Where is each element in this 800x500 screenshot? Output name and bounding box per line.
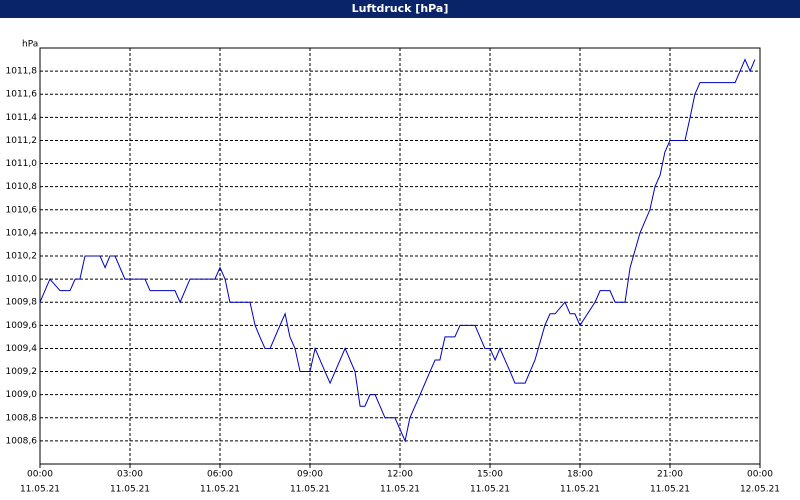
x-tick-date: 11.05.21 (290, 485, 330, 495)
x-tick-label: 15:00 (477, 470, 503, 480)
x-tick-date: 11.05.21 (110, 485, 150, 495)
y-tick-label: 1009,4 (6, 344, 38, 354)
y-tick-label: 1011,2 (6, 136, 38, 146)
x-tick-date: 12.05.21 (740, 485, 780, 495)
x-tick-label: 03:00 (117, 470, 143, 480)
x-tick-date: 11.05.21 (650, 485, 690, 495)
y-axis-label: hPa (22, 40, 38, 50)
y-tick-label: 1010,0 (6, 275, 38, 285)
x-tick-date: 11.05.21 (380, 485, 420, 495)
x-tick-label: 21:00 (657, 470, 683, 480)
x-tick-date: 11.05.21 (200, 485, 240, 495)
x-tick-label: 00:00 (27, 470, 53, 480)
y-tick-label: 1009,6 (6, 321, 38, 331)
x-tick-date: 11.05.21 (470, 485, 510, 495)
y-tick-label: 1009,2 (6, 367, 38, 377)
x-tick-label: 09:00 (297, 470, 323, 480)
y-tick-label: 1011,0 (6, 159, 38, 169)
y-tick-label: 1009,0 (6, 390, 38, 400)
y-tick-label: 1011,8 (6, 67, 38, 77)
y-tick-label: 1008,6 (6, 436, 38, 446)
x-tick-label: 12:00 (387, 470, 413, 480)
x-tick-date: 11.05.21 (560, 485, 600, 495)
chart: hPa 1008,6 1008,8 1009,0 1009,2 1009,4 1009,6… (6, 40, 781, 495)
y-tick-label: 1009,8 (6, 298, 38, 308)
title-bar: Luftdruck [hPa] (0, 0, 800, 18)
y-tick-label: 1010,6 (6, 205, 38, 215)
y-tick-label: 1010,4 (6, 228, 38, 238)
y-tick-label: 1010,8 (6, 182, 38, 192)
y-tick-label: 1011,4 (6, 113, 38, 123)
x-tick-date: 11.05.21 (20, 485, 60, 495)
x-tick-label: 00:00 (747, 470, 773, 480)
y-tick-label: 1008,8 (6, 413, 38, 423)
data-line (39, 58, 756, 443)
x-tick-label: 18:00 (567, 470, 593, 480)
y-tick-label: 1010,2 (6, 252, 38, 262)
y-tick-label: 1011,6 (6, 90, 38, 100)
x-tick-label: 06:00 (207, 470, 233, 480)
